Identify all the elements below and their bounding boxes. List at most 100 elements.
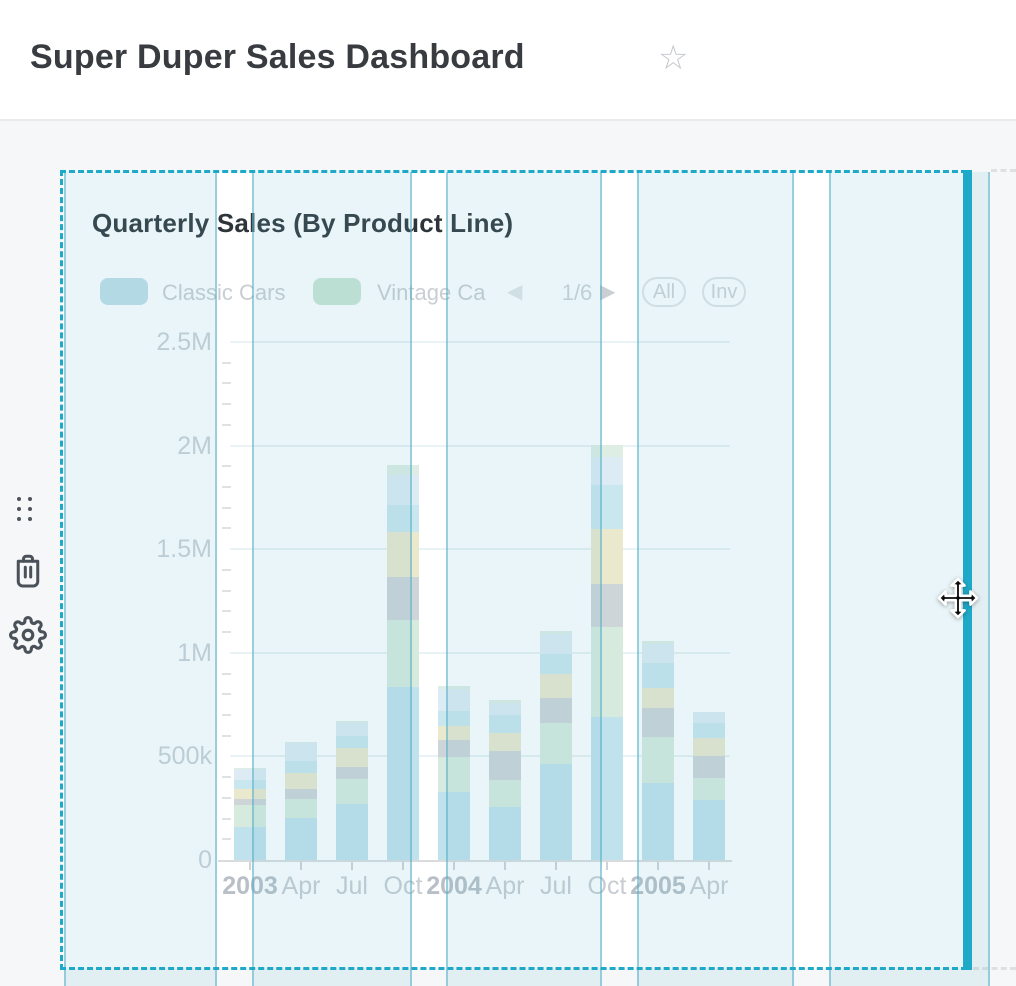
bar-segment-trains[interactable]: [489, 700, 521, 703]
bar-segment-vintage-cars[interactable]: [438, 757, 470, 793]
bar-segment-motorcycles[interactable]: [591, 529, 623, 584]
legend-prev-page-icon[interactable]: ◀: [507, 281, 523, 303]
x-axis-tick: [606, 862, 608, 870]
drag-handle-icon[interactable]: [17, 497, 39, 524]
legend-page-indicator: 1/6: [561, 280, 593, 305]
bar-segment-motorcycles[interactable]: [693, 738, 725, 757]
bar-segment-trains[interactable]: [591, 444, 623, 457]
y-axis-minor-tick: [222, 403, 231, 406]
bar-segment-vintage-cars[interactable]: [387, 620, 419, 687]
bar-segment-classic-cars[interactable]: [693, 800, 725, 860]
card-right-resize-handle[interactable]: [963, 170, 972, 970]
bar-segment-ships[interactable]: [438, 688, 470, 711]
bar-segment-ships[interactable]: [234, 769, 266, 781]
bar-segment-classic-cars[interactable]: [234, 827, 266, 860]
legend-label-classic-cars[interactable]: Classic Cars: [162, 280, 286, 305]
delete-card-button[interactable]: [10, 551, 46, 596]
bar-segment-trains[interactable]: [234, 768, 266, 770]
bar-segment-motorcycles[interactable]: [387, 532, 419, 577]
bar-segment-classic-cars[interactable]: [489, 807, 521, 860]
bar-segment-planes[interactable]: [234, 780, 266, 790]
bar-segment-motorcycles[interactable]: [234, 789, 266, 800]
y-axis-minor-tick: [222, 382, 231, 385]
legend-swatch-classic-cars[interactable]: [100, 278, 148, 305]
bar-segment-trucks-and-buses[interactable]: [591, 584, 623, 627]
bar-segment-ships[interactable]: [693, 712, 725, 724]
bar-segment-ships[interactable]: [642, 644, 674, 663]
bar-segment-classic-cars[interactable]: [642, 783, 674, 860]
bar-segment-planes[interactable]: [591, 484, 623, 530]
bar-segment-motorcycles[interactable]: [336, 748, 368, 767]
bar-segment-motorcycles[interactable]: [642, 687, 674, 708]
bar-segment-classic-cars[interactable]: [438, 792, 470, 860]
bar-segment-ships[interactable]: [336, 723, 368, 736]
bar-segment-trains[interactable]: [285, 741, 317, 744]
bar-segment-planes[interactable]: [387, 505, 419, 532]
card-title: Quarterly Sales (By Product Line): [92, 208, 514, 238]
bar-segment-planes[interactable]: [642, 662, 674, 688]
y-axis-label: 0: [198, 846, 212, 874]
bar-segment-vintage-cars[interactable]: [234, 805, 266, 828]
bar-segment-trucks-and-buses[interactable]: [489, 751, 521, 781]
favorite-star-icon[interactable]: ☆: [658, 39, 689, 77]
bar-segment-trains[interactable]: [540, 631, 572, 634]
bar-segment-vintage-cars[interactable]: [693, 778, 725, 801]
bar-segment-ships[interactable]: [540, 633, 572, 654]
y-axis-minor-tick: [222, 610, 231, 613]
bar-segment-trains[interactable]: [642, 640, 674, 645]
dashcard[interactable]: Quarterly Sales (By Product Line) Classi…: [62, 172, 965, 968]
card-settings-button[interactable]: [9, 616, 47, 659]
bar-segment-trains[interactable]: [387, 465, 419, 475]
y-axis-minor-tick: [222, 423, 231, 426]
bar-segment-trucks-and-buses[interactable]: [285, 789, 317, 800]
legend-select-all-button[interactable]: All: [642, 277, 686, 307]
y-axis-minor-tick: [222, 693, 231, 696]
bar-segment-motorcycles[interactable]: [540, 673, 572, 698]
y-axis-minor-tick: [222, 568, 231, 571]
bar-segment-motorcycles[interactable]: [489, 733, 521, 752]
bar-segment-trucks-and-buses[interactable]: [387, 576, 419, 621]
bar-segment-motorcycles[interactable]: [438, 725, 470, 741]
y-axis-minor-tick: [222, 838, 231, 841]
bar-segment-trucks-and-buses[interactable]: [438, 740, 470, 758]
bar-segment-planes[interactable]: [285, 761, 317, 774]
bar-segment-trucks-and-buses[interactable]: [336, 766, 368, 780]
gear-icon: [9, 616, 47, 654]
bar-segment-classic-cars[interactable]: [591, 717, 623, 860]
bar-segment-trucks-and-buses[interactable]: [642, 707, 674, 737]
bar-segment-ships[interactable]: [285, 743, 317, 762]
bar-segment-planes[interactable]: [540, 653, 572, 674]
bar-segment-planes[interactable]: [489, 715, 521, 734]
bar-segment-ships[interactable]: [489, 702, 521, 716]
bar-segment-vintage-cars[interactable]: [489, 780, 521, 808]
bar-segment-vintage-cars[interactable]: [540, 723, 572, 765]
bar-segment-vintage-cars[interactable]: [285, 799, 317, 819]
x-axis-label: Apr: [281, 872, 321, 900]
bar-segment-vintage-cars[interactable]: [336, 779, 368, 805]
bar-segment-classic-cars[interactable]: [540, 764, 572, 860]
bar-segment-trains[interactable]: [438, 686, 470, 689]
legend-swatch-vintage-cars[interactable]: [313, 278, 361, 305]
grid-row-placeholder-bottom: [973, 967, 1016, 970]
bar-segment-motorcycles[interactable]: [285, 773, 317, 790]
bar-segment-vintage-cars[interactable]: [591, 626, 623, 718]
bar-segment-trucks-and-buses[interactable]: [234, 799, 266, 806]
bar-segment-classic-cars[interactable]: [387, 686, 419, 860]
bar-segment-planes[interactable]: [336, 735, 368, 749]
x-axis-label: Oct: [383, 872, 423, 900]
bar-segment-planes[interactable]: [693, 723, 725, 739]
bar-segment-classic-cars[interactable]: [285, 818, 317, 860]
bar-segment-ships[interactable]: [387, 475, 419, 506]
bar-segment-trains[interactable]: [336, 721, 368, 724]
legend-label-vintage-cars[interactable]: Vintage Ca: [377, 280, 486, 305]
bar-segment-planes[interactable]: [438, 710, 470, 726]
bar-segment-ships[interactable]: [591, 456, 623, 485]
y-axis-label: 1.5M: [156, 535, 212, 564]
bar-segment-trucks-and-buses[interactable]: [540, 697, 572, 724]
bar-segment-trucks-and-buses[interactable]: [693, 756, 725, 779]
bar-segment-classic-cars[interactable]: [336, 804, 368, 860]
legend-invert-button[interactable]: Inv: [702, 277, 746, 307]
bar-segment-vintage-cars[interactable]: [642, 736, 674, 784]
x-axis-label: Oct: [587, 872, 627, 900]
legend-next-page-icon[interactable]: ▶: [600, 281, 616, 303]
